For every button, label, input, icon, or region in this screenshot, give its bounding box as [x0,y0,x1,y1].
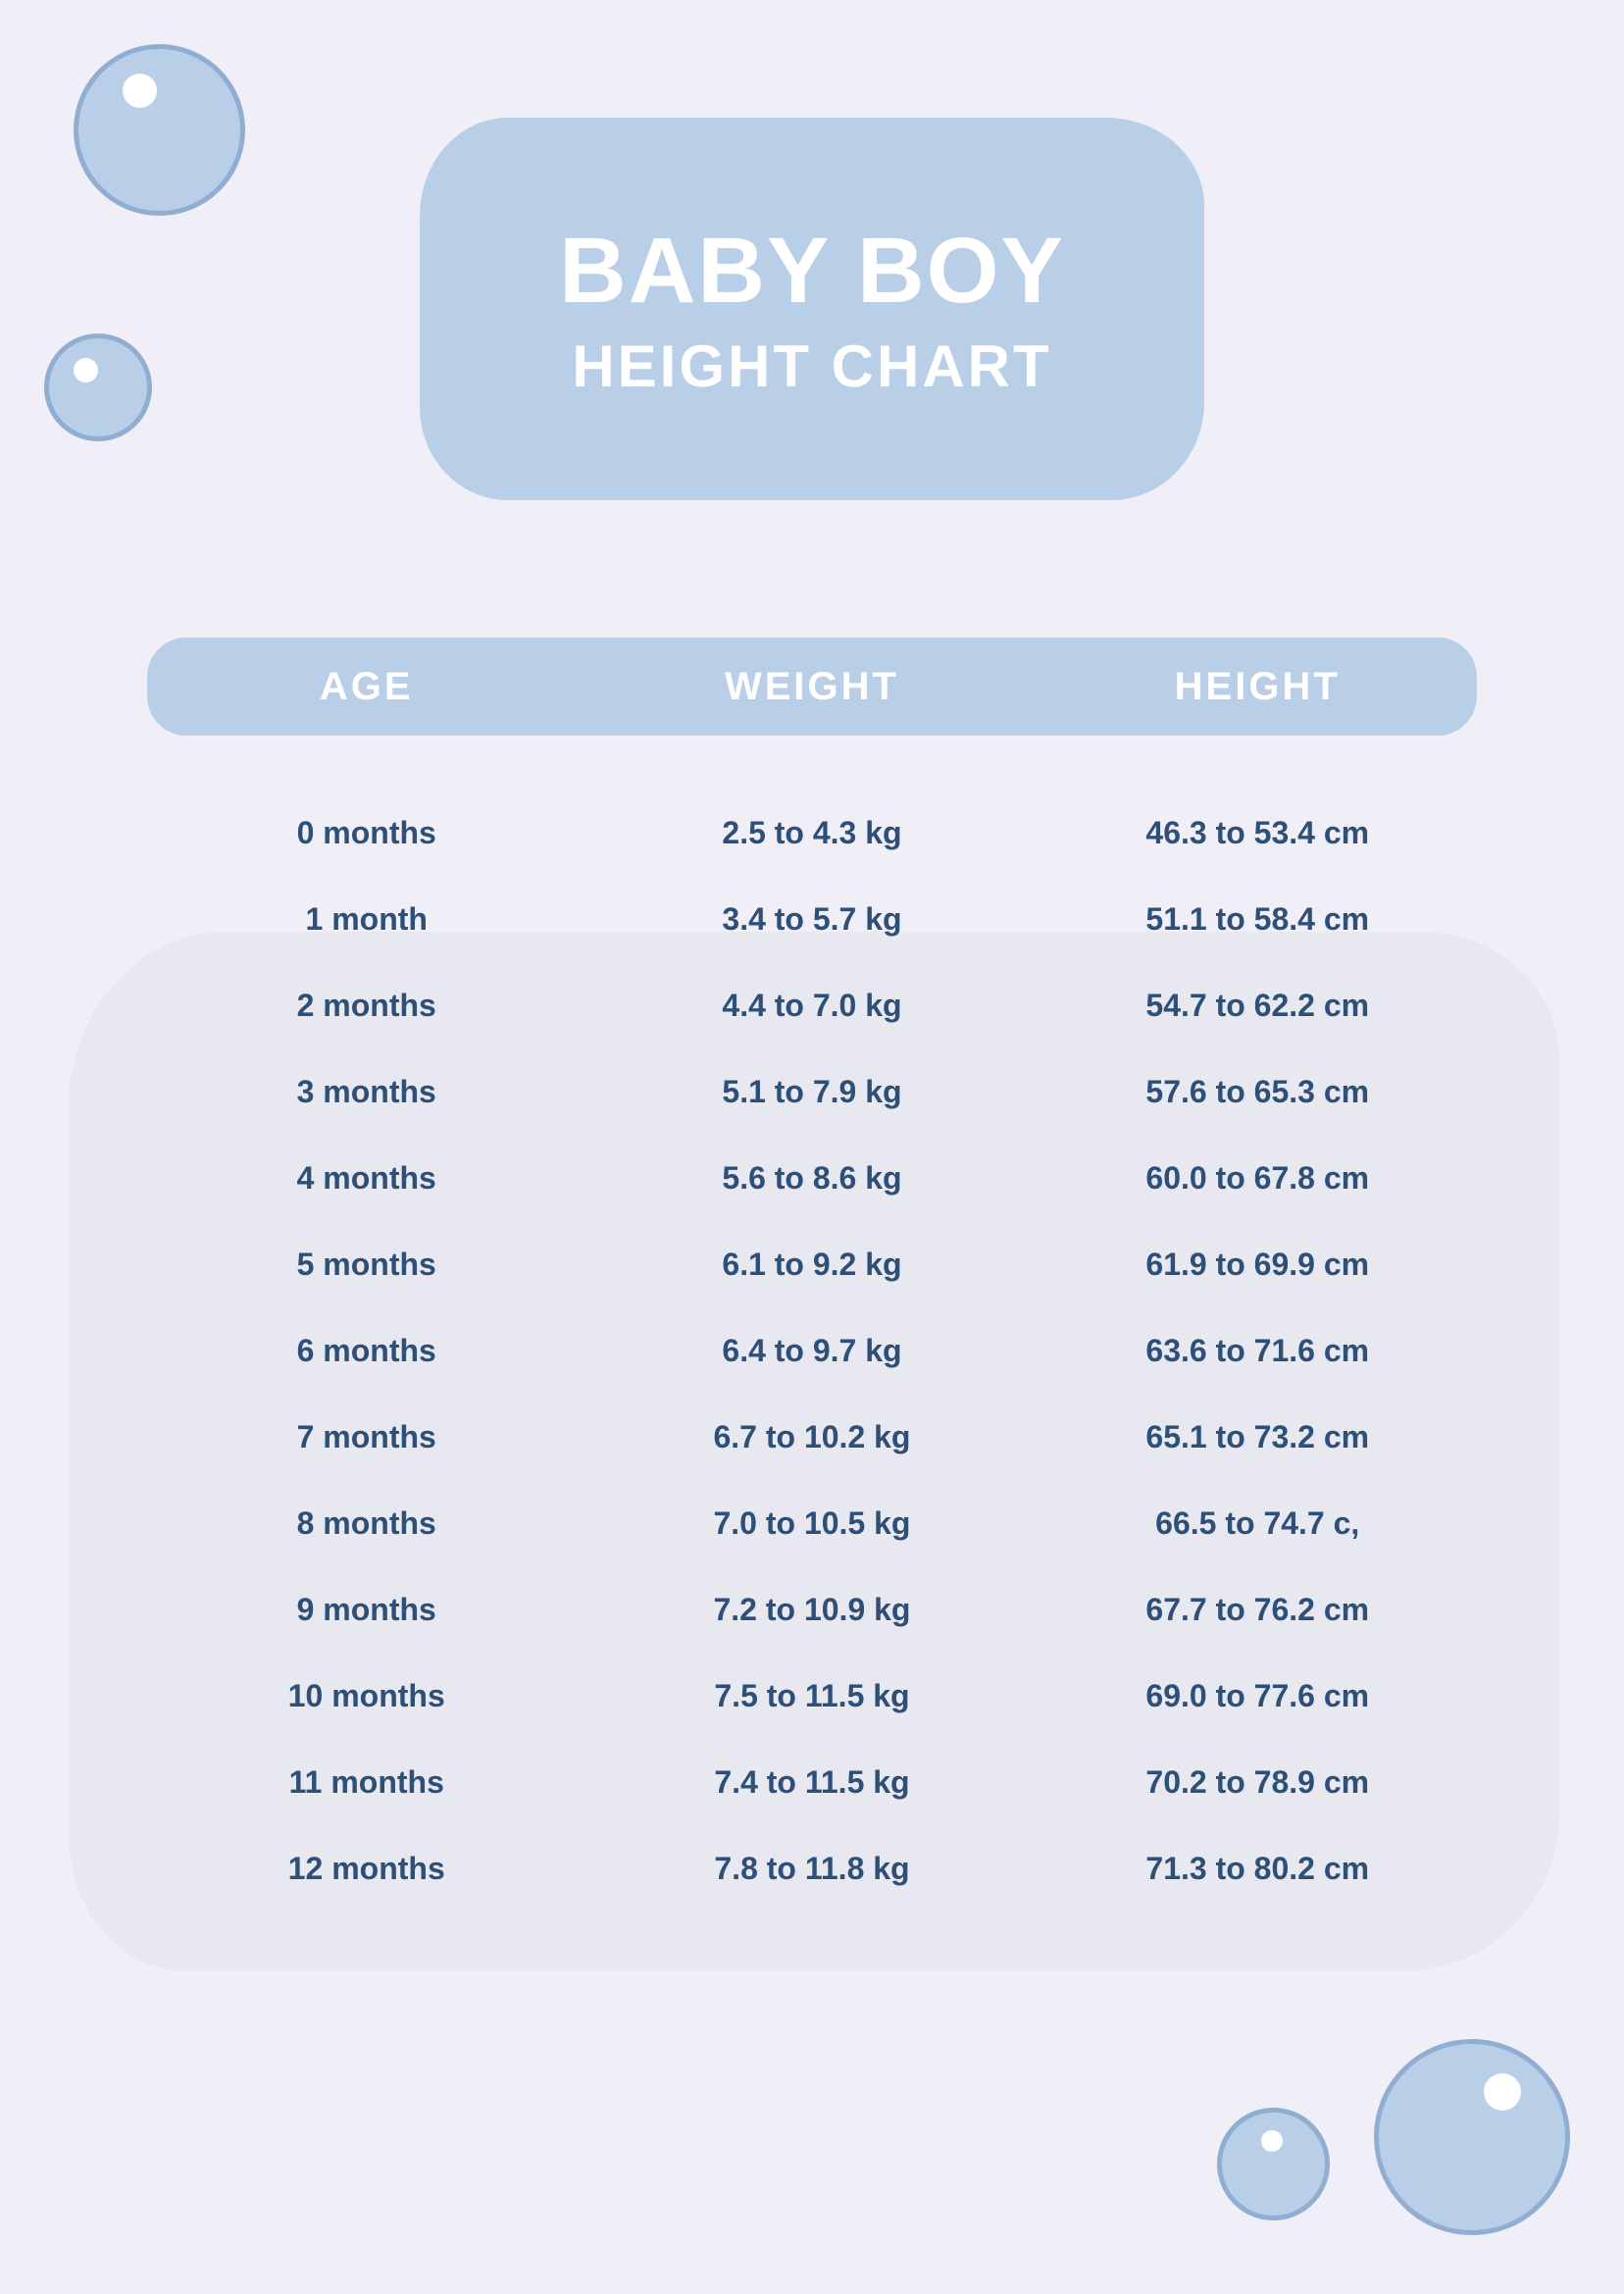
cell-age: 2 months [147,988,585,1024]
cell-height: 57.6 to 65.3 cm [1039,1074,1477,1110]
cell-height: 54.7 to 62.2 cm [1039,988,1477,1024]
cell-weight: 5.1 to 7.9 kg [585,1074,1038,1110]
table-row: 2 months 4.4 to 7.0 kg 54.7 to 62.2 cm [147,962,1477,1048]
cell-age: 4 months [147,1160,585,1197]
bubble-icon [1374,2039,1570,2235]
cell-height: 65.1 to 73.2 cm [1039,1419,1477,1455]
cell-weight: 6.7 to 10.2 kg [585,1419,1038,1455]
bubble-icon [1217,2108,1330,2220]
cell-height: 51.1 to 58.4 cm [1039,901,1477,938]
bubble-icon [44,333,152,441]
table-row: 3 months 5.1 to 7.9 kg 57.6 to 65.3 cm [147,1048,1477,1135]
cell-height: 69.0 to 77.6 cm [1039,1678,1477,1714]
bubble-icon [74,44,245,216]
table-row: 7 months 6.7 to 10.2 kg 65.1 to 73.2 cm [147,1394,1477,1480]
cell-weight: 3.4 to 5.7 kg [585,901,1038,938]
column-header-height: HEIGHT [1039,665,1477,709]
cell-age: 5 months [147,1247,585,1283]
cell-weight: 2.5 to 4.3 kg [585,815,1038,851]
cell-weight: 7.2 to 10.9 kg [585,1592,1038,1628]
cell-height: 61.9 to 69.9 cm [1039,1247,1477,1283]
column-header-weight: WEIGHT [585,665,1038,709]
table-body: 0 months 2.5 to 4.3 kg 46.3 to 53.4 cm 1… [147,790,1477,1912]
cell-age: 6 months [147,1333,585,1369]
cell-weight: 4.4 to 7.0 kg [585,988,1038,1024]
cell-age: 3 months [147,1074,585,1110]
cell-weight: 6.4 to 9.7 kg [585,1333,1038,1369]
cell-height: 66.5 to 74.7 c, [1039,1505,1477,1542]
cell-weight: 7.8 to 11.8 kg [585,1851,1038,1887]
table-row: 10 months 7.5 to 11.5 kg 69.0 to 77.6 cm [147,1653,1477,1739]
table-row: 6 months 6.4 to 9.7 kg 63.6 to 71.6 cm [147,1307,1477,1394]
cell-age: 11 months [147,1764,585,1801]
table-header-row: AGE WEIGHT HEIGHT [147,637,1477,736]
table-row: 9 months 7.2 to 10.9 kg 67.7 to 76.2 cm [147,1566,1477,1653]
cell-height: 46.3 to 53.4 cm [1039,815,1477,851]
cell-weight: 5.6 to 8.6 kg [585,1160,1038,1197]
cell-height: 71.3 to 80.2 cm [1039,1851,1477,1887]
page-subtitle: HEIGHT CHART [572,332,1051,400]
table-row: 4 months 5.6 to 8.6 kg 60.0 to 67.8 cm [147,1135,1477,1221]
cell-age: 1 month [147,901,585,938]
page-title: BABY BOY [559,218,1065,325]
cell-age: 10 months [147,1678,585,1714]
table-row: 12 months 7.8 to 11.8 kg 71.3 to 80.2 cm [147,1825,1477,1912]
cell-weight: 6.1 to 9.2 kg [585,1247,1038,1283]
cell-height: 60.0 to 67.8 cm [1039,1160,1477,1197]
table-row: 5 months 6.1 to 9.2 kg 61.9 to 69.9 cm [147,1221,1477,1307]
cell-age: 7 months [147,1419,585,1455]
table-row: 8 months 7.0 to 10.5 kg 66.5 to 74.7 c, [147,1480,1477,1566]
cell-height: 67.7 to 76.2 cm [1039,1592,1477,1628]
cell-age: 9 months [147,1592,585,1628]
cell-age: 0 months [147,815,585,851]
header-banner: BABY BOY HEIGHT CHART [420,118,1204,500]
cell-age: 12 months [147,1851,585,1887]
cell-weight: 7.0 to 10.5 kg [585,1505,1038,1542]
cell-height: 63.6 to 71.6 cm [1039,1333,1477,1369]
column-header-age: AGE [147,665,585,709]
cell-age: 8 months [147,1505,585,1542]
table-row: 11 months 7.4 to 11.5 kg 70.2 to 78.9 cm [147,1739,1477,1825]
table-row: 0 months 2.5 to 4.3 kg 46.3 to 53.4 cm [147,790,1477,876]
height-chart-table: AGE WEIGHT HEIGHT 0 months 2.5 to 4.3 kg… [147,637,1477,1912]
cell-weight: 7.5 to 11.5 kg [585,1678,1038,1714]
table-row: 1 month 3.4 to 5.7 kg 51.1 to 58.4 cm [147,876,1477,962]
cell-weight: 7.4 to 11.5 kg [585,1764,1038,1801]
cell-height: 70.2 to 78.9 cm [1039,1764,1477,1801]
